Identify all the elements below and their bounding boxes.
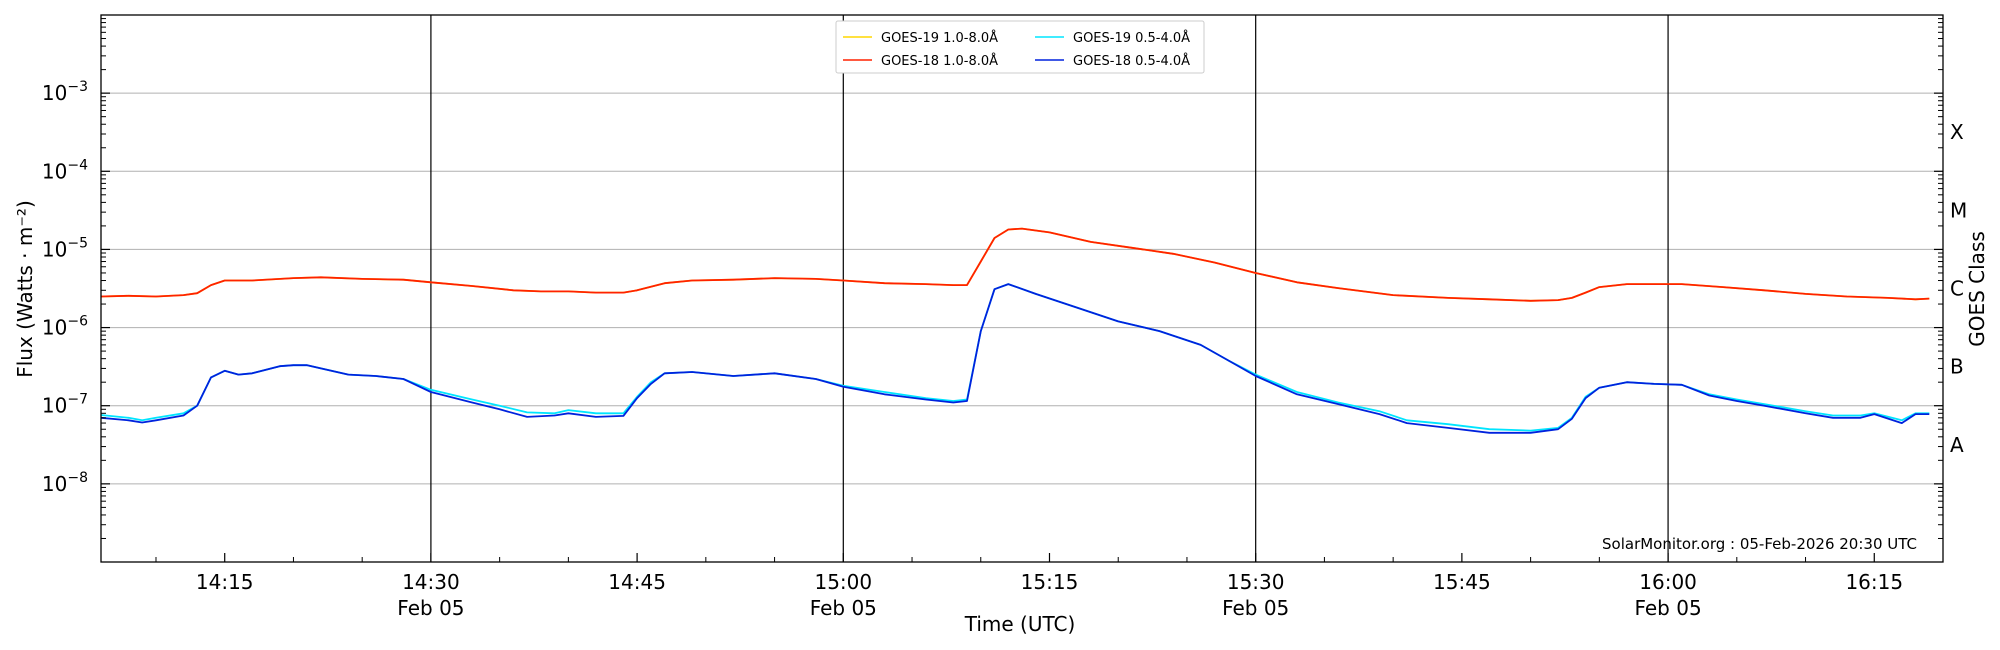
- x-tick-label: 14:15: [196, 570, 254, 594]
- series-line-2: [100, 283, 1930, 432]
- goes-class-labels: A B C M X: [1950, 120, 1967, 457]
- y-tick-label: 10−4: [42, 157, 88, 183]
- y-tick-base: 10: [42, 81, 67, 105]
- x-tick-label: 15:30: [1227, 570, 1285, 594]
- x-tick-date-label: Feb 05: [397, 596, 464, 620]
- series-line-1: [100, 227, 1930, 302]
- legend-items: GOES-19 1.0-8.0Å GOES-19 0.5-4.0Å GOES-18 …: [843, 30, 1190, 69]
- y-tick-label: 10−6: [42, 314, 88, 340]
- y-tick-label: 10−8: [42, 470, 88, 496]
- x-tick-label: 16:00: [1639, 570, 1697, 594]
- y-tick-label: 10−3: [42, 79, 88, 105]
- y-tick-base: 10: [42, 159, 67, 183]
- x-tick-label: 14:30: [402, 570, 460, 594]
- x-tick-date-label: Feb 05: [1634, 596, 1701, 620]
- legend: GOES-19 1.0-8.0Å GOES-19 0.5-4.0Å GOES-18 …: [835, 20, 1205, 74]
- goes-class-label: X: [1950, 120, 1964, 144]
- series-layer: [100, 227, 1930, 434]
- y-tick-exponent: −6: [67, 314, 88, 330]
- y-axis-title: Flux (Watts · m⁻²): [13, 200, 37, 378]
- legend-entry-label: GOES-19 0.5-4.0Å: [1073, 30, 1190, 46]
- x-tick-label: 15:00: [814, 570, 872, 594]
- x-tick-date-label: Feb 05: [810, 596, 877, 620]
- goes-class-label: A: [1950, 433, 1964, 457]
- y-tick-base: 10: [42, 237, 67, 261]
- legend-entry-label: GOES-18 0.5-4.0Å: [1073, 53, 1190, 69]
- x-tick-label: 15:15: [1021, 570, 1079, 594]
- x-axis-title: Time (UTC): [964, 612, 1076, 636]
- goes-class-label: M: [1950, 198, 1967, 222]
- legend-entry-label: GOES-18 1.0-8.0Å: [881, 53, 998, 69]
- legend-box: [835, 20, 1205, 74]
- y-tick-base: 10: [42, 394, 67, 418]
- goes-class-label: B: [1950, 355, 1964, 379]
- y-tick-exponent: −3: [67, 79, 88, 95]
- vertical-markers: [430, 15, 1669, 562]
- y-tick-base: 10: [42, 472, 67, 496]
- grid-layer: [101, 92, 1943, 485]
- y-tick-exponent: −8: [67, 470, 88, 486]
- y-tick-exponent: −5: [67, 235, 88, 251]
- plot-frame: [100, 14, 1944, 563]
- right-axis-title: GOES Class: [1965, 231, 1989, 347]
- y-tick-label: 10−7: [42, 392, 88, 418]
- credit-text: SolarMonitor.org : 05-Feb-2026 20:30 UTC: [1602, 535, 1917, 553]
- series-line-3: [100, 283, 1930, 434]
- x-tick-date-label: Feb 05: [1222, 596, 1289, 620]
- tick-layer: [101, 18, 1944, 562]
- series-line-0: [100, 227, 1930, 302]
- goes-class-label: C: [1950, 277, 1964, 301]
- y-tick-labels: 10−810−710−610−510−410−3: [42, 79, 88, 496]
- x-tick-label: 14:45: [608, 570, 666, 594]
- legend-entry-label: GOES-19 1.0-8.0Å: [881, 30, 998, 46]
- y-tick-base: 10: [42, 316, 67, 340]
- x-tick-label: 16:15: [1845, 570, 1903, 594]
- y-tick-label: 10−5: [42, 235, 88, 261]
- y-tick-exponent: −7: [67, 392, 88, 408]
- y-tick-exponent: −4: [67, 157, 88, 173]
- x-tick-label: 15:45: [1433, 570, 1491, 594]
